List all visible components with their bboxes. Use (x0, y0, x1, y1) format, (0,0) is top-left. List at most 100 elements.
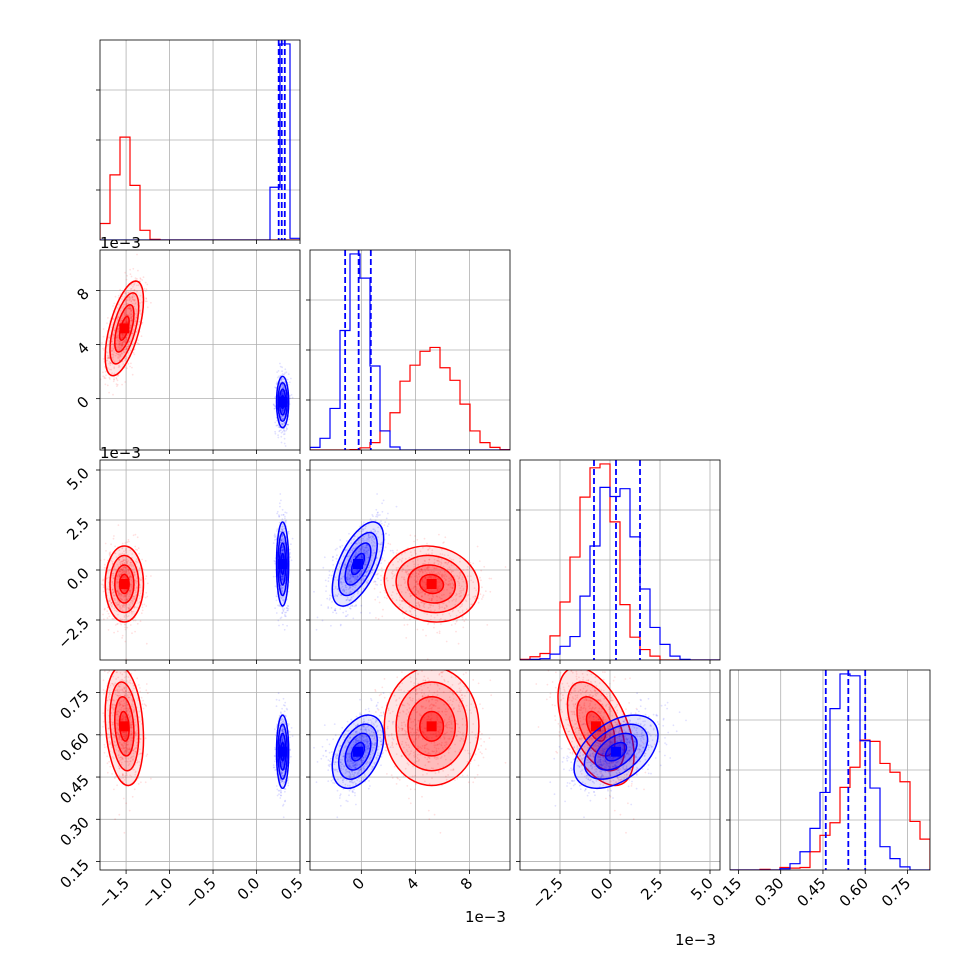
sample-point (119, 683, 122, 685)
sample-point (138, 590, 141, 592)
sample-point (124, 271, 127, 274)
sample-point (352, 575, 355, 578)
sample-point (111, 605, 113, 608)
sample-point (405, 637, 408, 639)
sample-point (429, 576, 432, 579)
sample-point (276, 528, 279, 531)
sample-point (118, 775, 121, 777)
sample-point (336, 547, 338, 550)
sample-point (440, 562, 443, 565)
sample-point (414, 569, 417, 572)
sample-point (141, 558, 143, 561)
sample-point (145, 605, 148, 607)
sample-point (130, 313, 133, 315)
sample-point (380, 558, 383, 561)
sample-point (113, 366, 116, 369)
sample-point (119, 355, 121, 357)
sample-point (129, 682, 132, 685)
sample-point (119, 568, 122, 571)
sample-point (419, 591, 422, 594)
sample-point (103, 743, 106, 746)
sample-point (372, 536, 374, 538)
sample-point (418, 575, 421, 578)
sample-point (342, 611, 345, 614)
sample-point (348, 580, 351, 582)
sample-point (356, 575, 359, 578)
sample-point (112, 577, 115, 580)
sample-point (124, 341, 127, 344)
density-peak (119, 579, 130, 589)
sample-point (125, 321, 128, 323)
sample-point (462, 569, 465, 571)
sample-point (117, 524, 120, 526)
sample-point (416, 628, 419, 631)
sample-point (111, 335, 114, 338)
sample-point (431, 552, 433, 554)
sample-point (426, 566, 429, 569)
sample-point (360, 555, 363, 558)
sample-point (128, 607, 130, 610)
sample-point (427, 548, 430, 551)
sample-point (130, 591, 132, 594)
sample-point (136, 677, 139, 680)
sample-point (115, 335, 118, 337)
sample-point (123, 314, 126, 317)
sample-point (131, 302, 134, 305)
sample-point (390, 594, 393, 597)
sample-point (127, 560, 130, 562)
sample-point (117, 357, 119, 360)
sample-point (276, 371, 278, 373)
sample-point (437, 571, 440, 574)
hist-plot-area (520, 460, 720, 660)
sample-point (465, 618, 467, 621)
sample-point (279, 375, 282, 377)
sample-point (108, 355, 110, 357)
sample-point (123, 589, 126, 591)
sample-point (333, 609, 336, 612)
sample-point (120, 623, 123, 626)
sample-point (134, 545, 137, 548)
sample-point (367, 549, 370, 552)
sample-point (284, 368, 287, 371)
sample-point (112, 597, 115, 600)
sample-point (280, 530, 283, 533)
sample-point (117, 581, 119, 583)
sample-point (359, 549, 362, 551)
sample-point (385, 517, 388, 520)
sample-point (133, 353, 136, 356)
sample-point (349, 569, 351, 572)
sample-point (112, 591, 114, 594)
sample-point (122, 560, 124, 563)
sample-point (401, 557, 404, 560)
sample-point (145, 288, 148, 291)
sample-point (363, 521, 365, 524)
sample-point (144, 596, 147, 599)
sample-point (433, 622, 436, 625)
sample-point (123, 562, 126, 564)
sample-point (287, 373, 290, 375)
sample-point (137, 777, 140, 779)
sample-point (126, 307, 129, 310)
sample-point (362, 577, 365, 580)
sample-point (281, 575, 284, 578)
hist-step-blue (520, 486, 720, 660)
sample-point (131, 682, 134, 685)
sample-point (137, 569, 140, 572)
sample-point (122, 741, 125, 744)
sample-point (132, 534, 135, 537)
sample-point (123, 340, 125, 343)
sample-point (406, 565, 409, 567)
sample-point (413, 563, 415, 566)
sample-point (108, 552, 111, 555)
sample-point (121, 571, 124, 574)
sample-point (137, 699, 139, 702)
sample-point (108, 391, 110, 394)
sample-point (124, 640, 127, 643)
sample-point (428, 558, 431, 561)
sample-point (463, 620, 466, 623)
sample-point (404, 558, 407, 560)
sample-point (350, 575, 353, 578)
sample-point (352, 557, 355, 559)
sample-point (384, 521, 387, 523)
